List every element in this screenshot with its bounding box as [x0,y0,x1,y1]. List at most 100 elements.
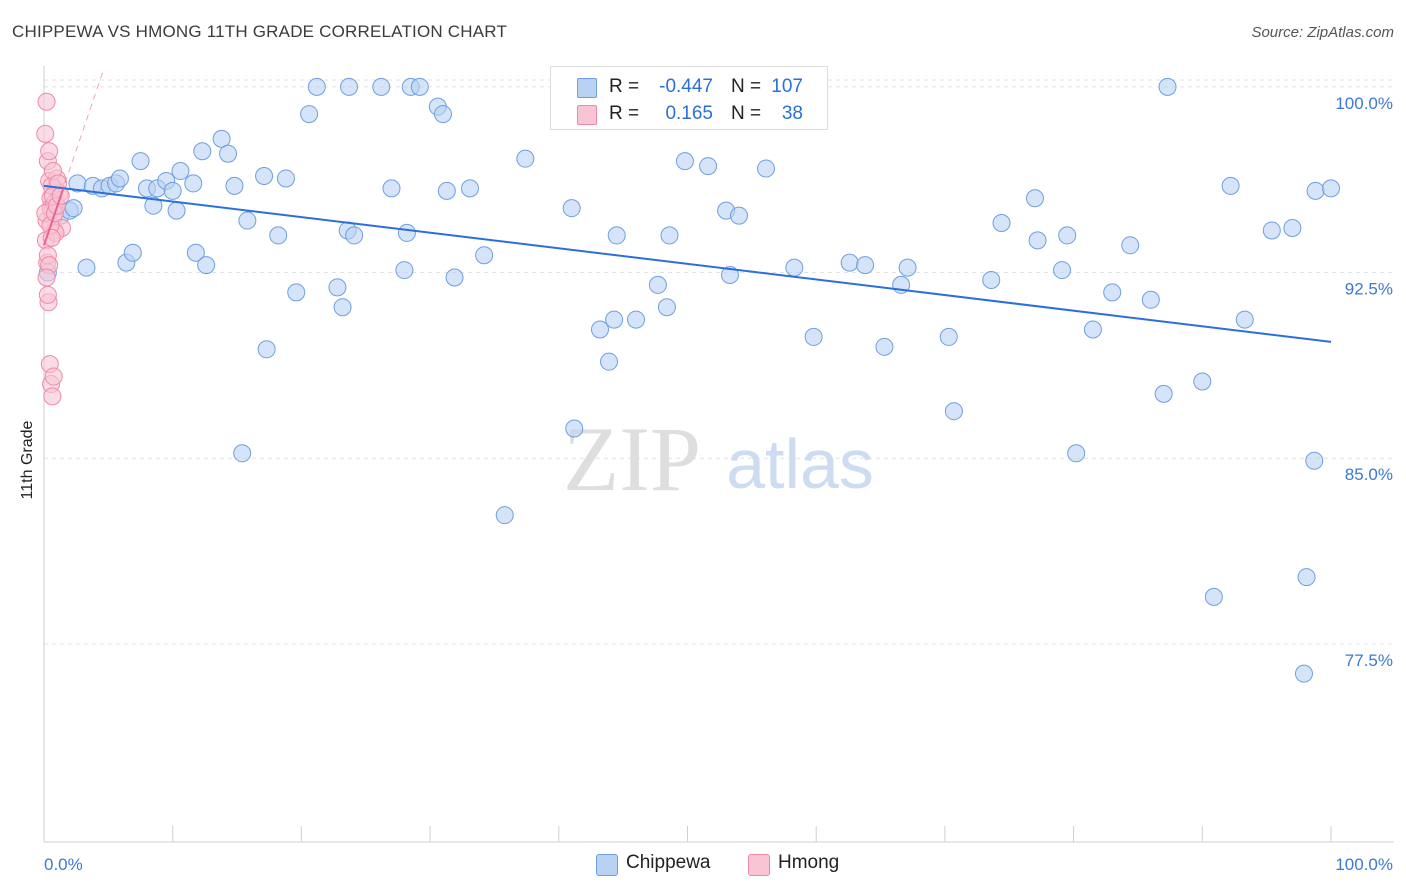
chippewa-point [1053,261,1072,280]
chippewa-point [307,77,326,96]
chippewa-point [445,268,464,287]
chippewa-point [328,278,347,297]
chippewa-point [516,149,535,168]
chippewa-point [1058,226,1077,245]
chippewa-point [197,256,216,275]
hmong-point [40,142,59,161]
chippewa-point [397,223,416,242]
hmong-point [43,387,62,406]
y-tick-label: 100.0% [1335,94,1393,113]
chippewa-point [1283,218,1302,237]
stats-row-hmong: R = 0.165 N = 38 [551,102,827,128]
chippewa-point [627,310,646,329]
hmong-point [44,367,63,386]
chippewa-point [269,226,288,245]
chippewa-swatch [577,78,597,98]
n-label: N = [731,103,762,124]
chippewa-point [131,152,150,171]
chippewa-point [238,211,257,230]
hmong-trend-line [43,188,65,246]
chippewa-point [1305,451,1324,470]
chippewa-point [225,176,244,195]
chippewa-point [77,258,96,277]
chippewa-point [607,226,626,245]
chippewa-point [1235,310,1254,329]
chippewa-point [300,105,319,124]
chippewa-point [939,327,958,346]
chippewa-point [648,275,667,294]
chippewa-point [1204,587,1223,606]
y-tick-label: 85.0% [1345,465,1393,484]
y-axis-label: 11th Grade [19,420,36,500]
chippewa-point [1028,231,1047,250]
chippewa-point [898,258,917,277]
hmong-swatch [577,105,597,125]
chippewa-point [729,206,748,225]
chippewa-point [1193,372,1212,391]
source-credit: Source: ZipAtlas.com [1251,24,1394,41]
chippewa-point [184,174,203,193]
chippewa-point [1297,568,1316,587]
r-label: R = [609,103,640,124]
chippewa-point [675,152,694,171]
tick-labels-layer: 100.0% 92.5% 85.0% 77.5% 0.0% 100.0% [44,94,1393,874]
chippewa-point [410,77,429,96]
legend-label: Hmong [778,852,840,873]
chippewa-point [186,243,205,262]
stats-legend-box: R = -0.447 N = 107 R = 0.165 N = 38 [550,66,828,130]
chippewa-point [1121,236,1140,255]
chippewa-point [605,310,624,329]
chippewa-point [276,169,295,188]
stats-row-chippewa: R = -0.447 N = 107 [551,75,827,101]
chippewa-point [171,162,190,181]
watermark-zip: ZIP [563,408,701,510]
chippewa-point [123,243,142,262]
chippewa-point [1067,444,1086,463]
chippewa-point [212,129,231,148]
y-tick-label: 92.5% [1345,280,1393,299]
chippewa-point [1083,320,1102,339]
r-value: -0.447 [659,76,713,97]
r-value: 0.165 [665,103,713,124]
chippewa-point [1103,283,1122,302]
grid-layer [44,79,1394,645]
n-label: N = [731,76,762,97]
chippewa-point [233,444,252,463]
chippewa-point [660,226,679,245]
chippewa-point [599,352,618,371]
bottom-legend: Chippewa Hmong [0,852,1406,878]
chart-title: CHIPPEWA VS HMONG 11TH GRADE CORRELATION… [12,22,508,41]
chippewa-point [944,402,963,421]
chippewa-point [1025,189,1044,208]
trend-layer [43,71,1332,343]
chippewa-point [1154,384,1173,403]
chippewa-point [1306,181,1325,200]
chippewa-swatch [596,854,618,876]
chippewa-trend-line [43,184,1332,343]
x-tick-label: 0.0% [44,855,83,874]
hmong-trend-extension [43,71,104,246]
watermark: ZIP atlas [563,408,874,510]
legend-label: Chippewa [626,852,711,873]
chippewa-point [495,506,514,525]
hmong-point [38,285,57,304]
chippewa-point [1141,290,1160,309]
chippewa-point [1262,221,1281,240]
chippewa-point [460,179,479,198]
chippewa-point [657,298,676,317]
chippewa-point [1158,77,1177,96]
chippewa-point [992,214,1011,233]
chippewa-point [856,256,875,275]
points-layer [36,77,1340,683]
chippewa-point [840,253,859,272]
r-label: R = [609,76,640,97]
watermark-atlas: atlas [726,425,874,503]
chippewa-point [982,270,1001,289]
chippewa-point [345,226,364,245]
chippewa-point [562,199,581,218]
chippewa-point [287,283,306,302]
chippewa-point [257,340,276,359]
chippewa-point [333,298,352,317]
chippewa-point [219,144,238,163]
